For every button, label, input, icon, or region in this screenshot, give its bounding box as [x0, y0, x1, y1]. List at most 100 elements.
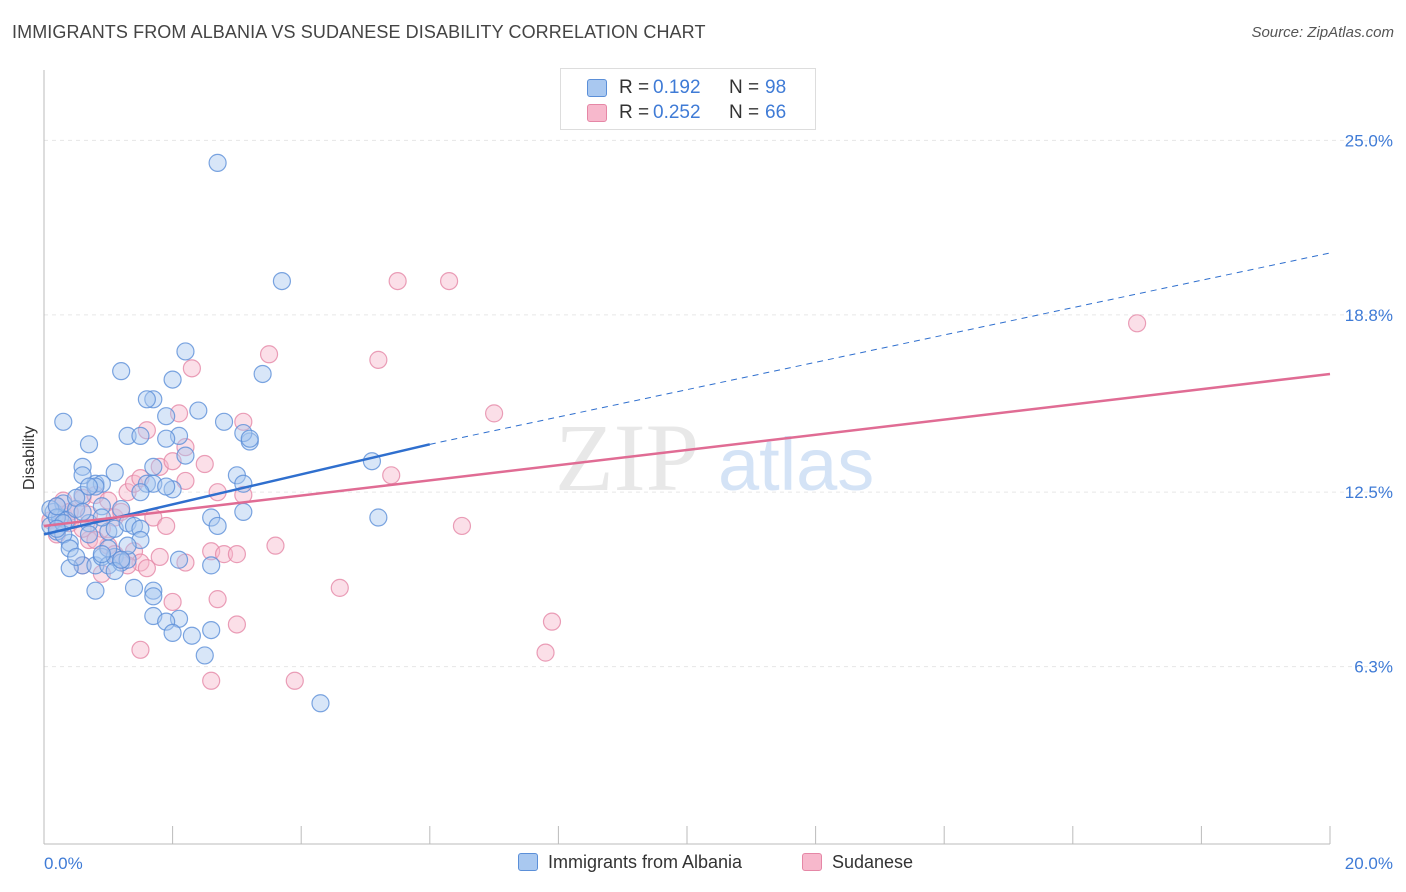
- albania-point: [163, 370, 182, 389]
- legend-r-label: R =: [619, 77, 650, 98]
- sudanese-point: [1127, 314, 1147, 333]
- legend-r-value: 0.192: [653, 77, 701, 98]
- albania-point: [144, 587, 163, 606]
- albania-point: [112, 550, 131, 569]
- albania-point: [208, 516, 227, 536]
- albania-point: [214, 412, 234, 431]
- albania-point: [79, 477, 99, 496]
- sudanese-point: [227, 615, 246, 634]
- sudanese-point: [227, 545, 246, 564]
- legend-n-label: N =: [729, 77, 760, 98]
- sudanese-point: [536, 643, 555, 662]
- albania-point: [169, 550, 189, 569]
- albania-point: [163, 623, 182, 643]
- albania-point: [176, 446, 195, 465]
- sudanese-point: [150, 547, 169, 567]
- albania-point: [157, 407, 176, 426]
- bottom-legend-albania: Immigrants from Albania: [518, 852, 742, 873]
- albania-point: [157, 429, 176, 448]
- y-axis-label: Disability: [21, 426, 38, 490]
- bottom-legend-swatch-sudanese: [802, 853, 822, 871]
- sudanese-point: [542, 612, 562, 631]
- sudanese-point: [259, 345, 279, 364]
- legend-swatch-sudanese: [587, 104, 607, 122]
- albania-point: [60, 559, 79, 578]
- sudanese-point: [202, 671, 221, 690]
- chart-title: IMMIGRANTS FROM ALBANIA VS SUDANESE DISA…: [12, 22, 706, 42]
- albania-point: [79, 435, 99, 454]
- sudanese-point: [214, 545, 234, 564]
- legend-n-value: 98: [765, 77, 787, 98]
- sudanese-point: [176, 471, 195, 491]
- albania-point: [54, 412, 73, 431]
- sudanese-point: [195, 454, 214, 474]
- albania-point: [182, 626, 201, 645]
- sudanese-trend-line: [43, 372, 1331, 528]
- stats-legend: R = 0.192 N = 98 R = 0.252 N = 66: [560, 68, 816, 130]
- albania-point: [67, 547, 86, 567]
- y-tick-label: 12.5%: [1345, 483, 1393, 502]
- albania-point: [86, 581, 105, 600]
- albania-point: [369, 508, 388, 527]
- albania-point: [47, 497, 66, 516]
- sudanese-point: [182, 359, 201, 378]
- albania-point: [124, 578, 144, 597]
- series-albania-points: [41, 153, 388, 713]
- albania-point: [131, 483, 150, 502]
- x-tick-label: 0.0%: [44, 854, 83, 873]
- tick-labels: 6.3% 12.5% 18.8% 25.0% 0.0% 20.0%: [44, 131, 1393, 873]
- sudanese-point: [163, 592, 182, 612]
- albania-point: [92, 545, 111, 564]
- y-tick-label: 25.0%: [1345, 131, 1393, 150]
- y-tick-label: 6.3%: [1354, 658, 1393, 677]
- legend-n-label: N =: [729, 102, 760, 123]
- legend-n-value: 66: [765, 102, 787, 123]
- albania-point: [311, 694, 330, 713]
- trend-lines: [43, 252, 1331, 536]
- legend-swatch-albania: [587, 79, 607, 97]
- albania-point: [240, 429, 259, 448]
- albania-point: [253, 364, 272, 384]
- grid-lines: [44, 139, 1392, 668]
- sudanese-point: [266, 536, 285, 555]
- y-tick-label: 18.8%: [1345, 306, 1393, 325]
- sudanese-point: [137, 559, 156, 578]
- sudanese-point: [382, 466, 401, 485]
- watermark: ZIP atlas: [555, 404, 874, 511]
- albania-point: [144, 390, 163, 409]
- sudanese-point: [157, 516, 176, 536]
- watermark-atlas: atlas: [718, 423, 874, 506]
- albania-point: [144, 457, 163, 476]
- albania-point: [105, 561, 124, 581]
- bottom-legend-label-sudanese: Sudanese: [832, 852, 914, 872]
- legend-r-value: 0.252: [653, 102, 701, 123]
- albania-point: [118, 550, 137, 569]
- albania-point: [157, 612, 176, 631]
- albania-point: [157, 477, 176, 496]
- bottom-legend-sudanese: Sudanese: [802, 852, 913, 873]
- albania-point: [112, 362, 131, 381]
- source-label: Source: ZipAtlas.com: [1251, 24, 1394, 41]
- sudanese-point: [285, 671, 304, 690]
- albania-point: [234, 502, 253, 521]
- sudanese-point: [452, 516, 472, 536]
- sudanese-point: [369, 350, 388, 369]
- albania-point: [189, 401, 208, 420]
- albania-point: [79, 525, 99, 544]
- albania-point: [272, 271, 292, 291]
- sudanese-point: [208, 590, 227, 609]
- albania-point: [137, 390, 156, 409]
- x-tick-label: 20.0%: [1345, 854, 1393, 873]
- albania-point: [144, 581, 163, 600]
- albania-point: [86, 477, 105, 496]
- albania-point: [195, 646, 214, 665]
- bottom-legend-swatch-albania: [518, 853, 538, 871]
- bottom-legend-label-albania: Immigrants from Albania: [548, 852, 743, 872]
- sudanese-point: [388, 271, 407, 291]
- albania-point: [202, 556, 221, 575]
- albania-point: [73, 502, 92, 521]
- sudanese-point: [485, 404, 504, 423]
- legend-r-label: R =: [619, 102, 650, 123]
- albania-point: [73, 466, 92, 485]
- albania-point: [105, 463, 124, 482]
